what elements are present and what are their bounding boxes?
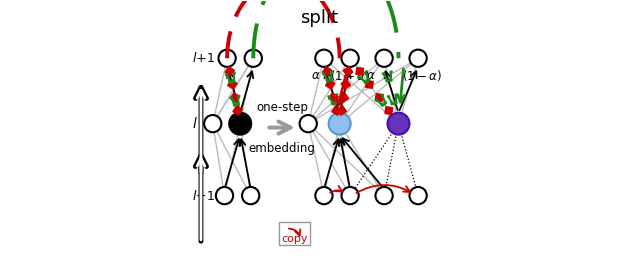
Circle shape	[410, 50, 427, 67]
Text: embedding: embedding	[248, 142, 316, 155]
Text: one-step: one-step	[256, 102, 308, 114]
Text: $(1-\alpha)$: $(1-\alpha)$	[330, 68, 371, 83]
Bar	[339, 93, 349, 102]
Circle shape	[229, 113, 251, 135]
Circle shape	[387, 113, 410, 135]
Bar	[365, 80, 373, 88]
Circle shape	[244, 50, 262, 67]
Text: split: split	[300, 9, 338, 27]
FancyArrow shape	[387, 94, 397, 105]
Bar	[385, 107, 393, 114]
FancyArrow shape	[374, 94, 387, 107]
Text: $l\!+\!1$: $l\!+\!1$	[193, 51, 216, 65]
FancyBboxPatch shape	[280, 222, 310, 245]
FancyArrow shape	[328, 94, 338, 105]
Circle shape	[410, 187, 427, 204]
Circle shape	[216, 187, 233, 204]
Bar	[337, 106, 346, 115]
Text: $(1-\alpha)$: $(1-\alpha)$	[402, 68, 442, 83]
FancyArrow shape	[230, 95, 240, 106]
Text: $\alpha$: $\alpha$	[366, 69, 376, 82]
Bar	[228, 80, 237, 89]
Bar	[230, 93, 240, 102]
Circle shape	[242, 187, 259, 204]
FancyArrow shape	[382, 71, 392, 82]
Text: $\alpha$: $\alpha$	[311, 69, 321, 82]
Bar	[356, 68, 364, 75]
FancyArrow shape	[322, 71, 332, 82]
Circle shape	[342, 187, 358, 204]
Circle shape	[218, 50, 236, 67]
Bar	[323, 67, 332, 76]
Circle shape	[376, 187, 393, 204]
Circle shape	[300, 115, 317, 132]
Text: $l\!-\!1$: $l\!-\!1$	[193, 189, 216, 203]
Bar	[225, 67, 234, 76]
Circle shape	[342, 50, 358, 67]
Text: copy: copy	[281, 234, 308, 244]
Circle shape	[328, 113, 351, 135]
Circle shape	[376, 50, 393, 67]
Bar	[375, 94, 383, 101]
Bar	[332, 106, 341, 115]
Text: $l$: $l$	[193, 116, 198, 131]
Bar	[233, 106, 243, 115]
Bar	[343, 67, 353, 76]
Bar	[326, 80, 335, 89]
FancyArrow shape	[358, 71, 370, 84]
Circle shape	[316, 187, 333, 204]
FancyArrow shape	[225, 72, 236, 83]
Bar	[341, 80, 351, 89]
Circle shape	[204, 115, 221, 132]
Circle shape	[316, 50, 333, 67]
Bar	[329, 93, 338, 102]
